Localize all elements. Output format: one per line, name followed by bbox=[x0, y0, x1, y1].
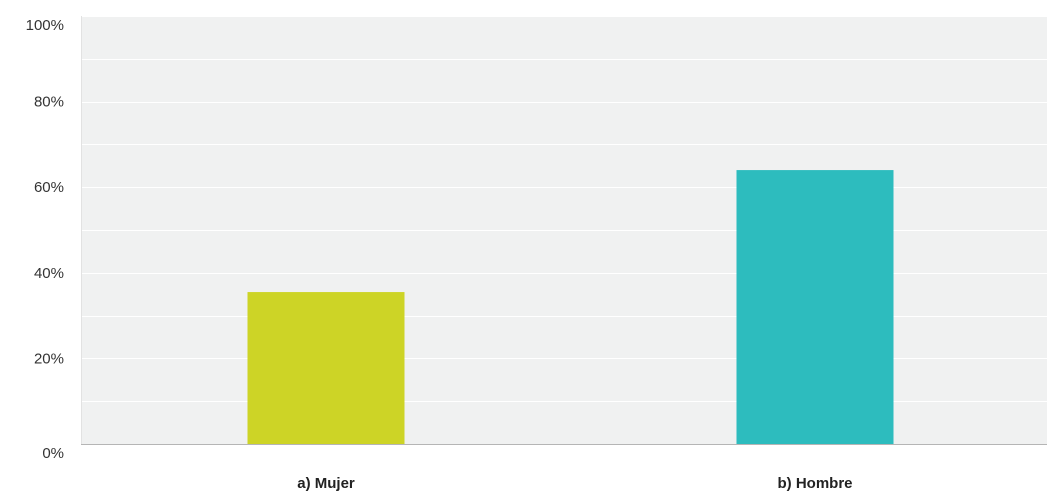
y-tick-label: 80% bbox=[34, 94, 64, 111]
x-category-label: b) Hombre bbox=[778, 475, 853, 492]
y-tick-label: 0% bbox=[42, 445, 64, 462]
grid-lines bbox=[81, 16, 1047, 402]
bar-mujer[interactable] bbox=[247, 292, 405, 444]
bar-hombre[interactable] bbox=[736, 170, 894, 444]
y-axis-tick-labels: 0% 20% 40% 60% 80% 100% bbox=[26, 17, 64, 462]
y-tick-label: 40% bbox=[34, 265, 64, 282]
y-tick-label: 60% bbox=[34, 179, 64, 196]
y-tick-label: 20% bbox=[34, 350, 64, 367]
x-axis-category-labels: a) Mujer b) Hombre bbox=[297, 475, 852, 492]
bars bbox=[247, 170, 894, 444]
y-tick-label: 100% bbox=[26, 17, 64, 34]
x-category-label: a) Mujer bbox=[297, 475, 355, 492]
